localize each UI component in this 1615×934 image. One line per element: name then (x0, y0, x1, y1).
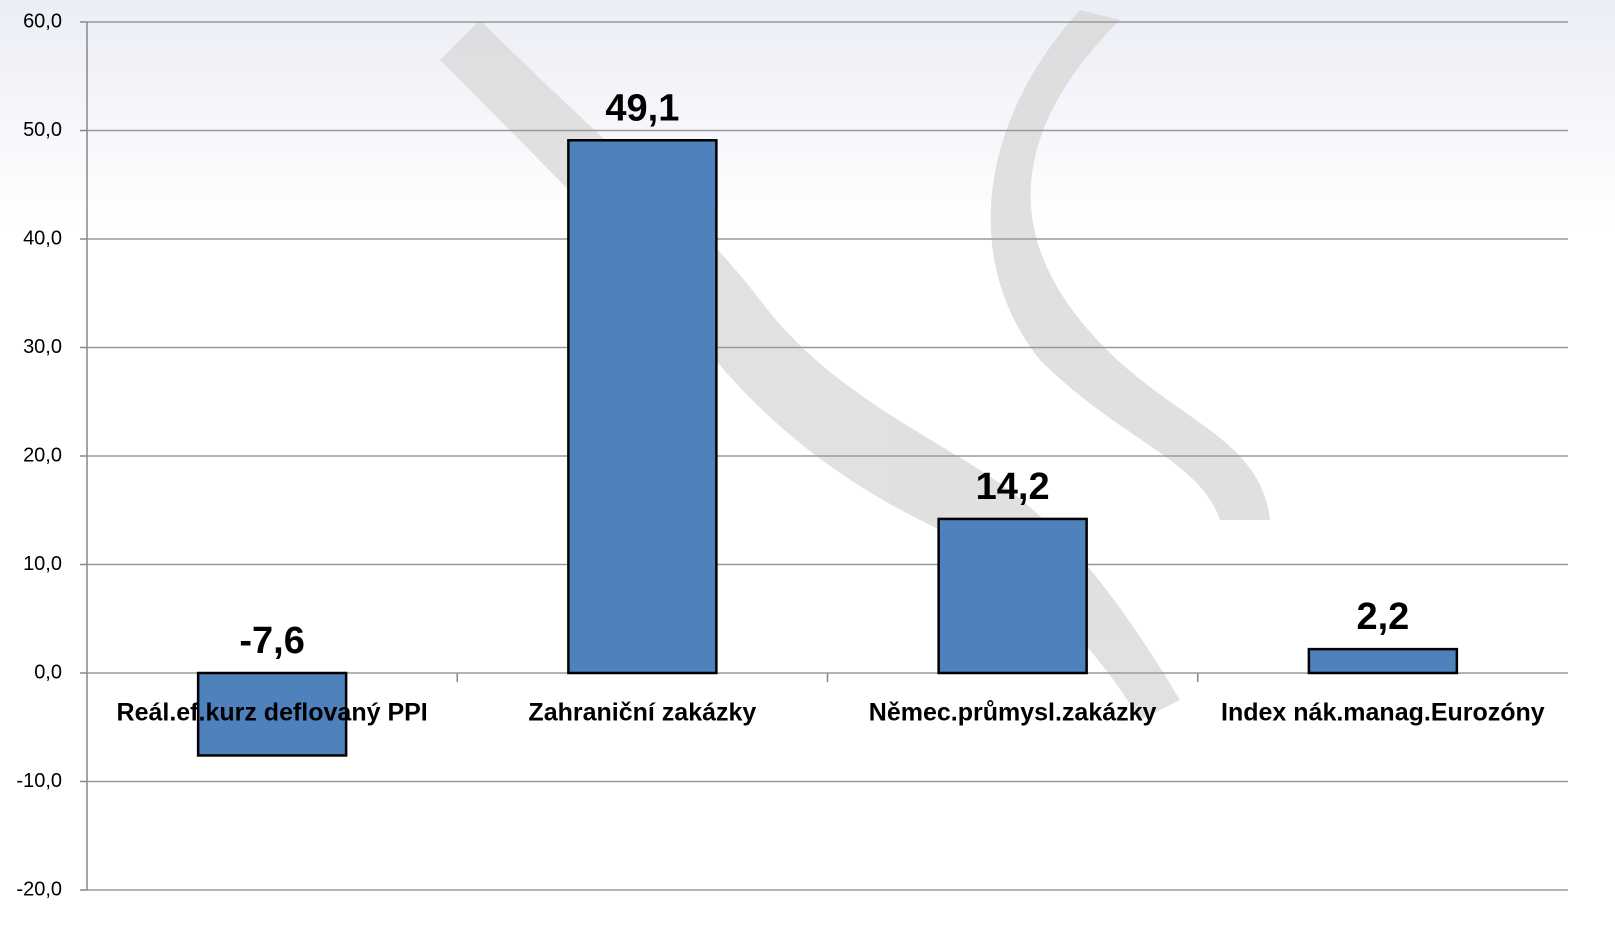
y-tick-label: 60,0 (23, 10, 62, 32)
y-tick-label: 20,0 (23, 444, 62, 466)
x-tick-label: Němec.průmysl.zakázky (869, 699, 1157, 727)
x-tick-label: Reál.ef.kurz deflovaný PPI (117, 699, 428, 727)
value-label: 14,2 (976, 466, 1050, 508)
y-tick-label: 10,0 (23, 553, 62, 575)
bar (937, 517, 1088, 675)
x-tick-label: Index nák.manag.Eurozóny (1221, 699, 1545, 727)
y-tick-label: 50,0 (23, 119, 62, 141)
bar (567, 139, 718, 675)
bar (196, 671, 348, 757)
y-tick-label: -20,0 (16, 878, 62, 900)
y-tick-label: 30,0 (23, 336, 62, 358)
y-tick-label: 0,0 (34, 661, 62, 683)
y-tick-label: 40,0 (23, 227, 62, 249)
y-tick-label: -10,0 (16, 770, 62, 792)
value-label: -7,6 (239, 620, 304, 662)
value-label: 2,2 (1356, 596, 1409, 638)
x-tick-label: Zahraniční zakázky (528, 699, 756, 727)
value-label: 49,1 (605, 87, 679, 129)
bar (1307, 647, 1459, 675)
